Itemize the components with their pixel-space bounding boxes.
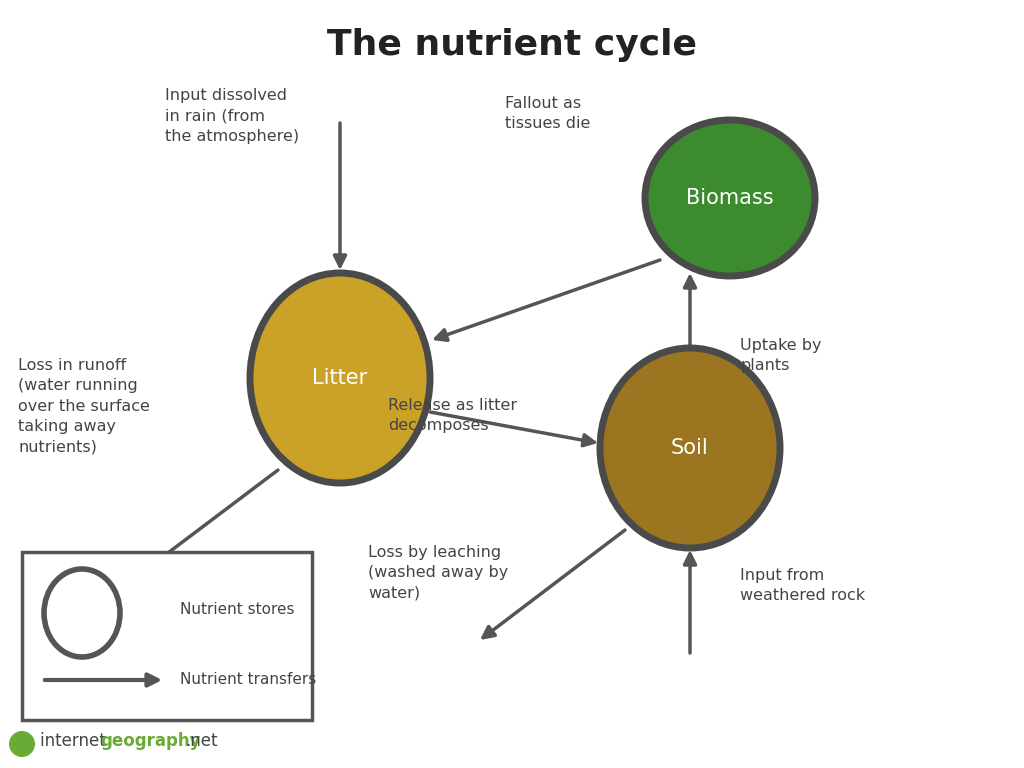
Text: Biomass: Biomass: [686, 188, 774, 208]
Text: Release as litter
decomposes: Release as litter decomposes: [388, 398, 517, 433]
Text: Loss in runoff
(water running
over the surface
taking away
nutrients): Loss in runoff (water running over the s…: [18, 358, 150, 455]
Text: internet: internet: [40, 732, 111, 750]
Text: Litter: Litter: [312, 368, 368, 388]
Text: Loss by leaching
(washed away by
water): Loss by leaching (washed away by water): [368, 545, 508, 601]
Ellipse shape: [44, 569, 120, 657]
Ellipse shape: [250, 273, 430, 483]
Ellipse shape: [600, 348, 780, 548]
Text: Nutrient stores: Nutrient stores: [180, 603, 295, 617]
Circle shape: [9, 731, 35, 757]
Text: .net: .net: [185, 732, 217, 750]
Text: geography: geography: [100, 732, 201, 750]
Text: Uptake by
plants: Uptake by plants: [740, 338, 821, 373]
Text: Soil: Soil: [671, 438, 709, 458]
Text: Nutrient transfers: Nutrient transfers: [180, 673, 316, 687]
Text: The nutrient cycle: The nutrient cycle: [327, 28, 697, 62]
Bar: [22, 552, 312, 720]
Text: Input from
weathered rock: Input from weathered rock: [740, 568, 865, 604]
Text: Fallout as
tissues die: Fallout as tissues die: [505, 96, 591, 131]
Ellipse shape: [645, 120, 815, 276]
Text: Input dissolved
in rain (from
the atmosphere): Input dissolved in rain (from the atmosp…: [165, 88, 299, 144]
